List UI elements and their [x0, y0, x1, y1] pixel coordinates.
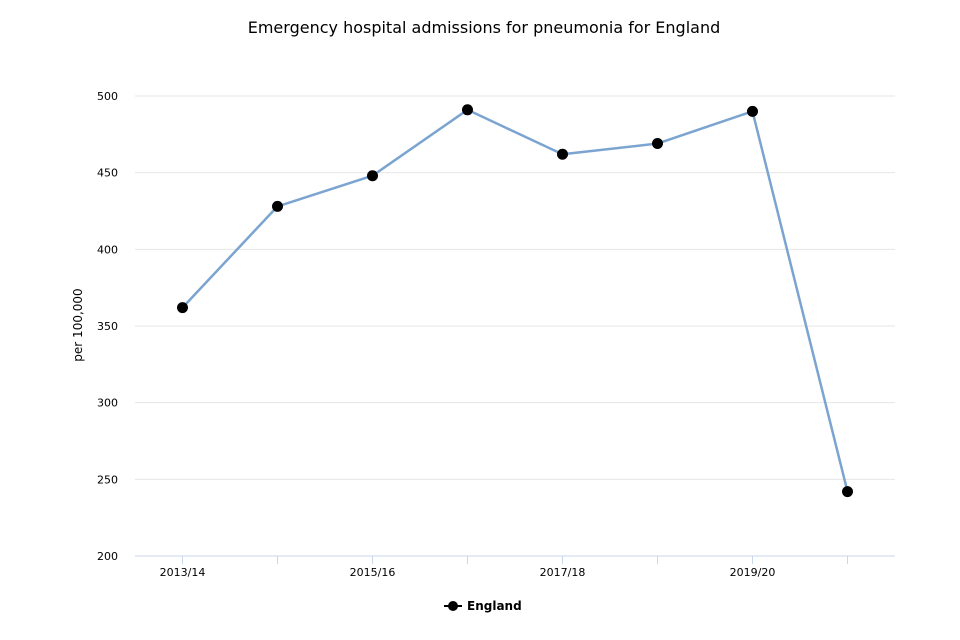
legend[interactable]: England [444, 599, 522, 613]
data-point[interactable] [177, 302, 188, 314]
y-tick-label-450: 450 [97, 167, 118, 180]
data-point[interactable] [557, 148, 568, 160]
x-axis: 2013/14 2015/16 2017/18 2019/20 [135, 555, 895, 579]
series-england [177, 104, 853, 498]
data-point[interactable] [747, 105, 758, 117]
y-tick-label-500: 500 [97, 90, 118, 103]
y-axis-ticks: 200 250 300 350 400 450 500 [97, 90, 118, 563]
y-axis-title: per 100,000 [71, 288, 85, 361]
data-point[interactable] [367, 170, 378, 182]
data-point[interactable] [462, 104, 473, 116]
data-point[interactable] [272, 200, 283, 212]
y-tick-label-250: 250 [97, 473, 118, 486]
data-point[interactable] [652, 138, 663, 150]
x-tick-label: 2019/20 [730, 566, 776, 579]
series-line-0 [181, 108, 849, 492]
x-tick-label: 2017/18 [540, 566, 586, 579]
x-tick-label: 2015/16 [350, 566, 396, 579]
grid-lines [135, 95, 895, 480]
legend-label-england[interactable]: England [467, 599, 522, 613]
data-point[interactable] [842, 486, 853, 498]
y-tick-label-200: 200 [97, 550, 118, 563]
y-tick-label-350: 350 [97, 320, 118, 333]
y-tick-label-400: 400 [97, 243, 118, 256]
legend-marker [448, 601, 458, 611]
chart-title: Emergency hospital admissions for pneumo… [248, 18, 721, 37]
x-tick-label: 2013/14 [160, 566, 206, 579]
y-tick-label-300: 300 [97, 397, 118, 410]
